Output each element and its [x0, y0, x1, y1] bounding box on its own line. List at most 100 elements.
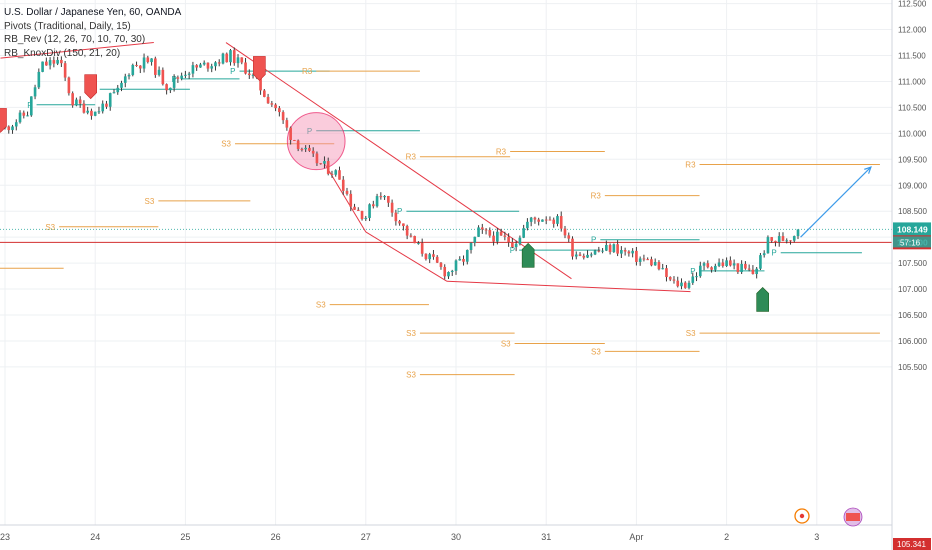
candle-body: [653, 262, 657, 266]
candle-body: [229, 50, 232, 63]
candle-body: [180, 75, 183, 79]
candle-body: [187, 73, 191, 75]
candle-body: [184, 74, 187, 76]
candle-body: [518, 237, 522, 244]
candle-body: [458, 259, 462, 261]
indicator-rb-rev[interactable]: RB_Rev (12, 26, 70, 10, 70, 30): [4, 34, 146, 45]
candle-body: [732, 263, 736, 266]
candle-body: [154, 58, 157, 75]
candle-body: [556, 216, 559, 224]
candle-body: [480, 227, 484, 230]
candle-body: [353, 206, 356, 210]
candle-body: [323, 161, 326, 164]
candle-body: [383, 195, 386, 198]
candle-body: [672, 279, 676, 281]
candle-body: [657, 262, 661, 270]
candle-body: [120, 82, 123, 88]
candle-body: [526, 221, 529, 229]
candle-body: [289, 127, 292, 140]
candle-body: [398, 221, 401, 224]
sell-signal-marker: [84, 74, 97, 100]
candle-body: [762, 253, 766, 256]
candle-body: [368, 204, 371, 218]
candle-body: [552, 219, 556, 224]
candle-body: [635, 250, 638, 262]
candle-body: [146, 57, 150, 63]
candle-body: [714, 265, 717, 270]
candle-body: [405, 226, 409, 236]
candle-body: [356, 209, 360, 211]
candle-body: [199, 64, 202, 68]
candle-body: [394, 212, 398, 222]
candle-body: [195, 65, 198, 68]
candle-body: [334, 170, 338, 175]
candle-body: [214, 62, 217, 67]
price-tick-label: 108.500: [898, 207, 927, 216]
candle-body: [330, 173, 334, 175]
pivot-level-label: R3: [591, 192, 602, 201]
candle-body: [450, 270, 454, 273]
candle-body: [210, 66, 214, 69]
candle-body: [736, 263, 740, 273]
candle-body: [454, 260, 458, 271]
candle-body: [345, 190, 349, 194]
candle-body: [123, 76, 127, 83]
indicator-pivots[interactable]: Pivots (Traditional, Daily, 15): [4, 20, 131, 32]
candle-body: [266, 96, 270, 104]
highlight-circle-layer: [286, 112, 346, 171]
symbol-title[interactable]: U.S. Dollar / Japanese Yen, 60, OANDA: [4, 7, 182, 18]
candle-body: [432, 254, 435, 257]
candle-body: [424, 253, 428, 260]
candle-body: [232, 50, 236, 64]
pivot-level-label: S3: [316, 301, 326, 310]
horizontal-lines: [0, 228, 892, 243]
candle-body: [650, 259, 653, 266]
candle-body: [488, 230, 492, 236]
price-tick-label: 106.500: [898, 311, 927, 320]
pivot-level-label: P: [27, 101, 32, 110]
price-tick-label: 112.000: [898, 26, 927, 35]
candle-body: [217, 62, 221, 64]
candle-body: [687, 282, 691, 288]
candle-body: [338, 170, 341, 180]
candle-body: [413, 236, 416, 244]
candle-body: [78, 99, 82, 104]
candle-body: [176, 77, 180, 79]
candle-body: [620, 250, 623, 254]
candle-body: [665, 268, 668, 278]
highlight-circle: [286, 112, 346, 171]
candle-body: [274, 104, 277, 109]
candle-body: [390, 202, 394, 213]
candle-body: [533, 217, 537, 220]
candle-body: [296, 140, 300, 149]
candle-body: [443, 266, 447, 277]
candle-body: [11, 126, 14, 131]
candle-body: [522, 228, 525, 238]
candle-body: [372, 204, 375, 207]
candle-body: [304, 147, 307, 150]
candle-body: [14, 122, 18, 127]
price-axis-background: [892, 0, 932, 550]
price-tick-label: 109.000: [898, 181, 927, 190]
price-tick-label: 109.500: [898, 155, 927, 164]
pivot-level-label: P: [510, 246, 515, 255]
price-tick-label: 110.500: [898, 103, 927, 112]
candle-body: [627, 251, 631, 254]
candle-body: [586, 254, 589, 258]
pivot-level-label: P: [397, 207, 402, 216]
candle-body: [755, 268, 758, 275]
candle-body: [578, 254, 582, 256]
candle-body: [56, 59, 59, 64]
indicator-rb-knoxdiv[interactable]: RB_KnoxDiv (150, 21, 20): [4, 47, 121, 59]
pivot-level-label: S3: [406, 371, 416, 380]
candle-body: [698, 265, 702, 277]
price-tick-label: 110.000: [898, 129, 927, 138]
candle-body: [142, 57, 146, 69]
flag-icon-stripes: [846, 513, 860, 521]
candle-body: [729, 260, 732, 266]
candle-body: [567, 235, 571, 239]
candle-body: [503, 235, 507, 237]
candle-body: [131, 64, 135, 75]
